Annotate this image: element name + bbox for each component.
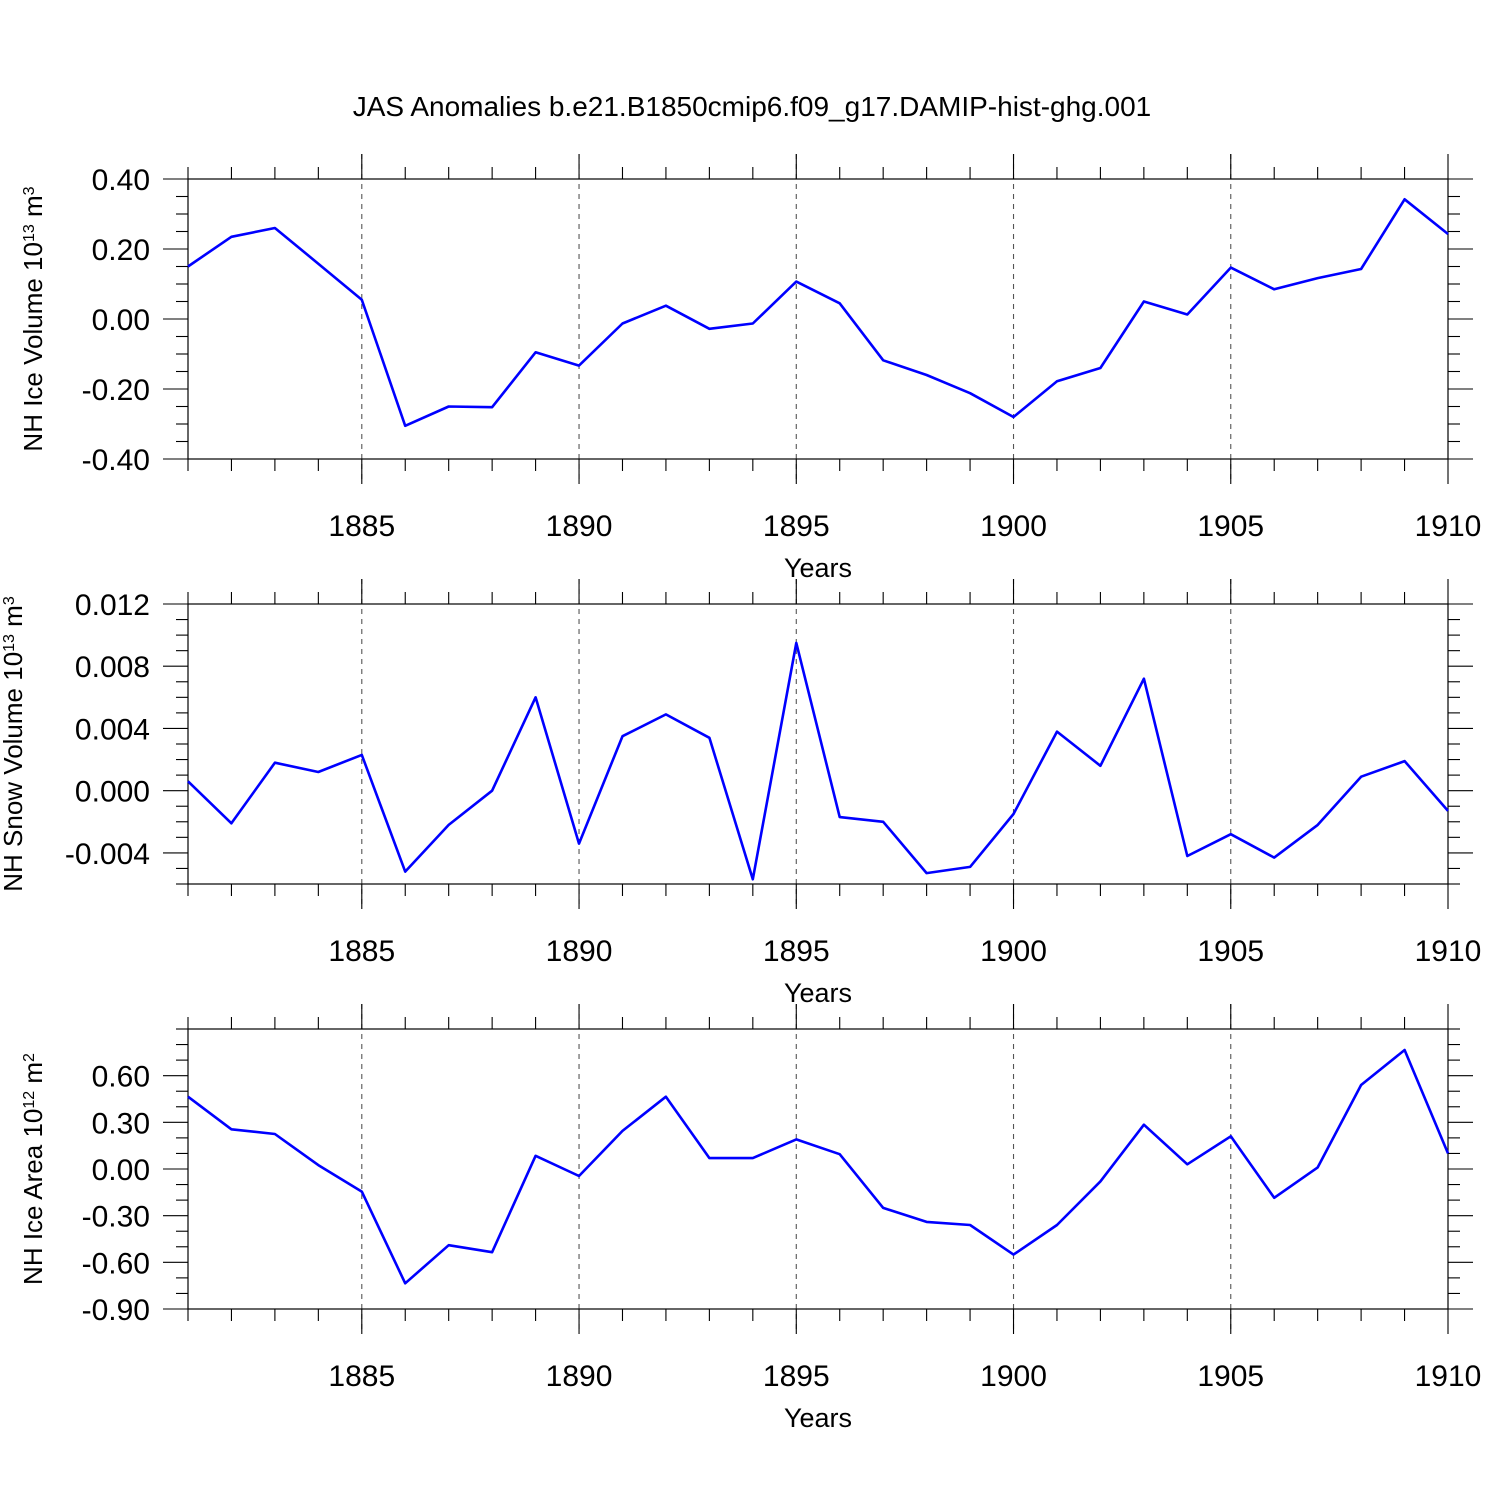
ice-area-ytick-label: 0.30 bbox=[92, 1107, 150, 1140]
ice-area-xtick-label: 1895 bbox=[763, 1360, 830, 1393]
panel-ice-area: 1885 1890 1895 1900 1905 1910 Years -0.90 -0.60 -… bbox=[18, 1004, 1481, 1433]
snow-volume-plot-frame bbox=[187, 603, 1449, 885]
ice-volume-xtick-label: 1905 bbox=[1197, 510, 1264, 543]
snow-volume-x-axis-label: Years bbox=[784, 978, 852, 1008]
ice-area-xtick-label: 1900 bbox=[980, 1360, 1047, 1393]
ice-area-ytick-label: 0.60 bbox=[92, 1061, 150, 1094]
ice-volume-xtick-label: 1900 bbox=[980, 510, 1047, 543]
ice-area-plot-frame bbox=[187, 1028, 1449, 1310]
snow-volume-xtick-label: 1885 bbox=[328, 935, 395, 968]
panel-ice-volume: 1885 1890 1895 1900 1905 1910 Years -0.40 -0.20 0… bbox=[18, 154, 1481, 583]
figure-title: JAS Anomalies b.e21.B1850cmip6.f09_g17.D… bbox=[353, 91, 1151, 122]
snow-volume-ytick-label: 0.012 bbox=[75, 589, 150, 622]
panel-snow-volume: 1885 1890 1895 1900 1905 1910 Years -0.004 0.000… bbox=[0, 579, 1481, 1008]
ice-volume-xtick-label: 1885 bbox=[328, 510, 395, 543]
ice-area-xtick-label: 1890 bbox=[546, 1360, 613, 1393]
snow-volume-ytick-label: 0.004 bbox=[75, 713, 150, 746]
snow-volume-series-line bbox=[187, 641, 1449, 881]
ice-area-xtick-label: 1905 bbox=[1197, 1360, 1264, 1393]
ice-volume-ytick-label: 0.00 bbox=[92, 304, 150, 337]
ice-area-y-axis-label: NH Ice Area 1012 m2 bbox=[18, 1053, 48, 1285]
snow-volume-ytick-label: 0.008 bbox=[75, 651, 150, 684]
snow-volume-xtick-label: 1905 bbox=[1197, 935, 1264, 968]
ice-volume-ytick-label: 0.20 bbox=[92, 234, 150, 267]
ice-volume-xtick-label: 1890 bbox=[546, 510, 613, 543]
ice-area-ytick-label: -0.30 bbox=[82, 1201, 150, 1234]
ice-volume-xtick-label: 1895 bbox=[763, 510, 830, 543]
snow-volume-y-axis-label: NH Snow Volume 1013 m3 bbox=[0, 596, 28, 892]
ice-area-xtick-label: 1885 bbox=[328, 1360, 395, 1393]
ice-volume-plot-frame bbox=[187, 178, 1449, 460]
ice-volume-x-axis-label: Years bbox=[784, 553, 852, 583]
ice-volume-xtick-label: 1910 bbox=[1415, 510, 1482, 543]
ice-volume-series-line bbox=[187, 198, 1449, 428]
snow-volume-ytick-label: 0.000 bbox=[75, 776, 150, 809]
ice-area-ytick-label: -0.60 bbox=[82, 1247, 150, 1280]
ice-volume-ytick-label: -0.40 bbox=[82, 444, 150, 477]
ice-volume-y-axis-label: NH Ice Volume 1013 m3 bbox=[18, 186, 48, 451]
snow-volume-xtick-label: 1900 bbox=[980, 935, 1047, 968]
snow-volume-xtick-label: 1890 bbox=[546, 935, 613, 968]
ice-area-ytick-label: -0.90 bbox=[82, 1294, 150, 1327]
ice-area-x-axis-label: Years bbox=[784, 1403, 852, 1433]
ice-area-xtick-label: 1910 bbox=[1415, 1360, 1482, 1393]
ice-area-series-line bbox=[187, 1048, 1450, 1285]
ice-volume-ytick-label: 0.40 bbox=[92, 164, 150, 197]
ice-volume-ytick-label: -0.20 bbox=[82, 374, 150, 407]
snow-volume-xtick-label: 1895 bbox=[763, 935, 830, 968]
ice-area-ytick-label: 0.00 bbox=[92, 1154, 150, 1187]
snow-volume-xtick-label: 1910 bbox=[1415, 935, 1482, 968]
snow-volume-ytick-label: -0.004 bbox=[65, 838, 150, 871]
